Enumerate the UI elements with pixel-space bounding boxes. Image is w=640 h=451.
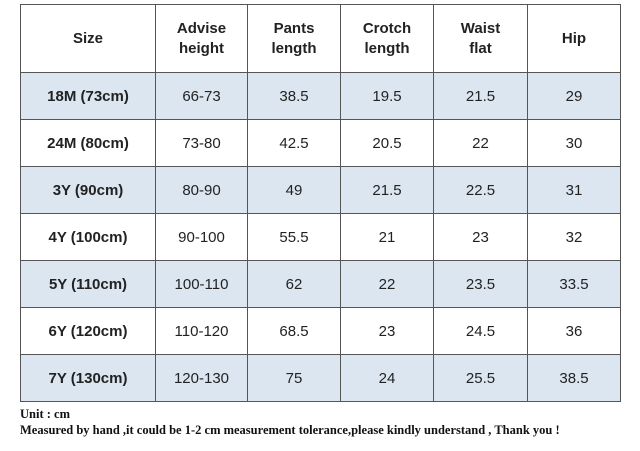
header-cell: Hip <box>527 4 621 73</box>
table-cell: 120-130 <box>155 354 248 402</box>
table-cell: 49 <box>247 166 341 214</box>
note-line: Unit : cm <box>20 407 70 421</box>
table-row: 24M (80cm) 73-80 42.5 20.5 22 30 <box>20 119 621 167</box>
table-cell: 38.5 <box>247 72 341 120</box>
table-cell: 73-80 <box>155 119 248 167</box>
table-cell: 6Y (120cm) <box>20 307 156 355</box>
header-cell: Advise height <box>155 4 248 73</box>
size-table: Size Advise height Pants length Crotch leng… <box>20 4 621 402</box>
table-cell: 68.5 <box>247 307 341 355</box>
table-cell: 4Y (100cm) <box>20 213 156 261</box>
table-cell: 19.5 <box>340 72 434 120</box>
table-cell: 66-73 <box>155 72 248 120</box>
table-cell: 7Y (130cm) <box>20 354 156 402</box>
table-row: 18M (73cm) 66-73 38.5 19.5 21.5 29 <box>20 72 621 120</box>
note-line: Measured by hand ,it could be 1-2 cm mea… <box>20 423 560 437</box>
table-cell: 22.5 <box>433 166 528 214</box>
table-cell: 75 <box>247 354 341 402</box>
table-cell: 18M (73cm) <box>20 72 156 120</box>
table-cell: 23 <box>433 213 528 261</box>
header-cell: Crotch length <box>340 4 434 73</box>
table-row: 5Y (110cm) 100-110 62 22 23.5 33.5 <box>20 260 621 308</box>
table-cell: 22 <box>340 260 434 308</box>
table-row: 3Y (90cm) 80-90 49 21.5 22.5 31 <box>20 166 621 214</box>
table-cell: 55.5 <box>247 213 341 261</box>
header-row: Size Advise height Pants length Crotch leng… <box>20 4 621 73</box>
table-row: 7Y (130cm) 120-130 75 24 25.5 38.5 <box>20 354 621 402</box>
table-cell: 38.5 <box>527 354 621 402</box>
table-cell: 30 <box>527 119 621 167</box>
table-cell: 23.5 <box>433 260 528 308</box>
table-cell: 62 <box>247 260 341 308</box>
table-row: 4Y (100cm) 90-100 55.5 21 23 32 <box>20 213 621 261</box>
table-cell: 23 <box>340 307 434 355</box>
table-cell: 24 <box>340 354 434 402</box>
table-cell: 25.5 <box>433 354 528 402</box>
table-cell: 3Y (90cm) <box>20 166 156 214</box>
table-cell: 32 <box>527 213 621 261</box>
table-cell: 21 <box>340 213 434 261</box>
header-cell: Size <box>20 4 156 73</box>
table-cell: 22 <box>433 119 528 167</box>
table-cell: 90-100 <box>155 213 248 261</box>
table-cell: 21.5 <box>340 166 434 214</box>
table-cell: 31 <box>527 166 621 214</box>
table-cell: 110-120 <box>155 307 248 355</box>
table-cell: 36 <box>527 307 621 355</box>
header-cell: Waist flat <box>433 4 528 73</box>
table-cell: 21.5 <box>433 72 528 120</box>
table-cell: 29 <box>527 72 621 120</box>
table-cell: 24M (80cm) <box>20 119 156 167</box>
table-cell: 33.5 <box>527 260 621 308</box>
table-cell: 80-90 <box>155 166 248 214</box>
table-body: 18M (73cm) 66-73 38.5 19.5 21.5 29 24M (80cm) 7… <box>20 72 621 402</box>
notes: Unit : cm Measured by hand ,it could be 1… <box>20 406 560 438</box>
header-cell: Pants length <box>247 4 341 73</box>
table-cell: 20.5 <box>340 119 434 167</box>
table-cell: 5Y (110cm) <box>20 260 156 308</box>
table-cell: 42.5 <box>247 119 341 167</box>
table-cell: 100-110 <box>155 260 248 308</box>
table-row: 6Y (120cm) 110-120 68.5 23 24.5 36 <box>20 307 621 355</box>
table-cell: 24.5 <box>433 307 528 355</box>
